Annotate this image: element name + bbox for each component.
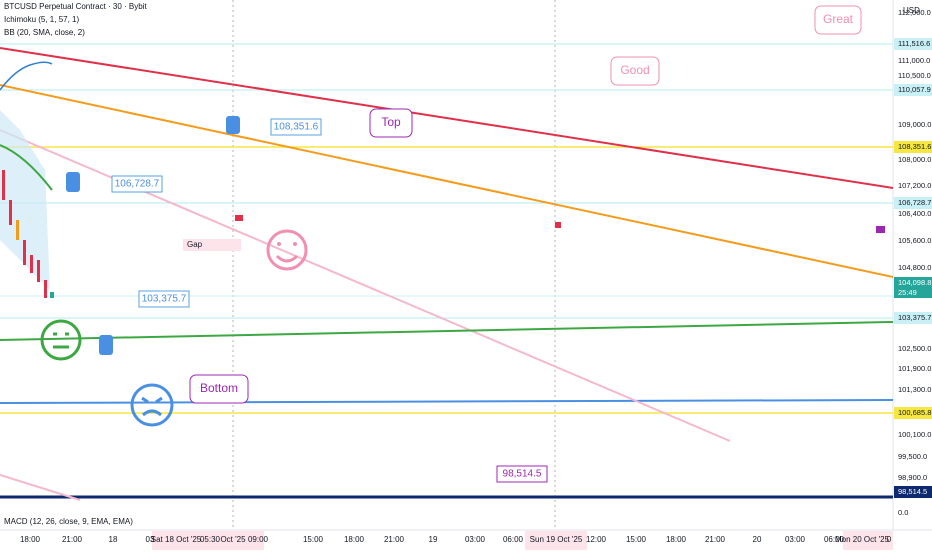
- time-label: 09:00: [248, 535, 269, 544]
- annotation: Great: [823, 12, 854, 26]
- trend-line: [0, 84, 894, 278]
- time-label: 18:00: [344, 535, 365, 544]
- time-label: Sun 19 Oct '25: [530, 535, 583, 544]
- time-highlight: [843, 531, 893, 550]
- annotation: Good: [620, 63, 649, 77]
- price-label: 100,685.8: [898, 408, 931, 417]
- price-label: 109,000.0: [898, 120, 931, 129]
- time-label: 21:00: [62, 535, 83, 544]
- annotation: Bottom: [200, 381, 238, 395]
- macd-label: MACD (12, 26, close, 9, EMA, EMA): [4, 517, 133, 526]
- price-label: 112,000.0: [898, 8, 931, 17]
- price-highlight: [894, 312, 932, 324]
- trend-line: [0, 321, 894, 341]
- price-label: 106,400.0: [898, 209, 931, 218]
- price-highlight: [894, 197, 932, 209]
- time-label: 03: [146, 535, 155, 544]
- flag: [876, 226, 885, 233]
- annotation: Top: [381, 115, 401, 129]
- currency: USD: [903, 6, 920, 15]
- time-label: Mon 20 Oct '25: [835, 535, 890, 544]
- price-label: 101,300.0: [898, 385, 931, 394]
- smiley: [40, 229, 308, 427]
- price-label: 108,000.0: [898, 155, 931, 164]
- time-label: 0: [887, 535, 892, 544]
- trend-line: [0, 474, 81, 501]
- levels: [0, 43, 894, 499]
- cloud: [0, 110, 50, 290]
- price-label: 98,900.0: [898, 473, 927, 482]
- callout: 103,375.7: [142, 294, 187, 305]
- price-label: 111,000.0: [898, 56, 930, 65]
- price-highlight: [894, 84, 932, 96]
- time-label: 03:00: [465, 535, 486, 544]
- price-highlight: [894, 407, 932, 419]
- time-highlight: [152, 531, 264, 550]
- time-label: Oct '25: [220, 535, 246, 544]
- flag: [555, 222, 561, 228]
- time-label: 18:00: [666, 535, 687, 544]
- price-label: 103,375.7: [898, 313, 931, 322]
- time-label: 15:00: [626, 535, 647, 544]
- price-label: 0.0: [898, 508, 908, 517]
- time-label: 20: [753, 535, 762, 544]
- time-highlight: [525, 531, 587, 550]
- price-label: 98,514.5: [898, 487, 927, 496]
- price-label: 105,600.0: [898, 236, 931, 245]
- callout: 108,351.6: [274, 122, 319, 133]
- price-label: 102,500.0: [898, 344, 931, 353]
- price-highlight: [894, 277, 932, 298]
- indicator: BB (20, SMA, close, 2): [4, 28, 85, 37]
- time-label: 12:00: [586, 535, 607, 544]
- time-label: 18: [109, 535, 118, 544]
- price-label: 110,500.0: [898, 71, 931, 80]
- time-label: 18:00: [20, 535, 41, 544]
- time-label: 15:00: [303, 535, 324, 544]
- price-label: 104,800.0: [898, 263, 931, 272]
- countdown: 25:49: [898, 288, 917, 297]
- bb-line: [0, 61, 53, 91]
- flag: [235, 215, 243, 221]
- indicator: Ichimoku (5, 1, 57, 1): [4, 15, 79, 24]
- time-label: 21:00: [384, 535, 405, 544]
- gap-box: [183, 239, 241, 251]
- callout: 106,728.7: [115, 179, 160, 190]
- price-label: 107,200.0: [898, 181, 931, 190]
- time-label: 19: [429, 535, 438, 544]
- price-highlight: [894, 38, 932, 50]
- time-label: 06:00: [503, 535, 524, 544]
- time-label: 06:00: [824, 535, 845, 544]
- price-label: 110,057.9: [898, 85, 931, 94]
- hand-icon: [66, 116, 240, 355]
- trend-line: [0, 47, 894, 189]
- callout: 98,514.5: [503, 469, 542, 480]
- price-label: 101,900.0: [898, 364, 931, 373]
- time-label: Sat 18 Oct '25: [151, 535, 202, 544]
- price-label: 108,351.6: [898, 142, 931, 151]
- symbol: BTCUSD Perpetual Contract · 30 · Bybit: [4, 2, 147, 11]
- annotation: Gap: [187, 240, 203, 249]
- callout-box: [111, 5, 862, 483]
- price-highlight: [894, 141, 932, 153]
- price-label: 106,728.7: [898, 198, 931, 207]
- price-label: 111,516.6: [898, 39, 930, 48]
- price-label: 100,100.0: [898, 430, 931, 439]
- price-label: 99,500.0: [898, 452, 927, 461]
- ichimoku-line: [0, 144, 53, 191]
- time-label: 21:00: [705, 535, 726, 544]
- price-highlight: [894, 486, 932, 498]
- time-label: 03:00: [785, 535, 806, 544]
- candles: [2, 170, 54, 298]
- price-label: 104,098.8: [898, 278, 931, 287]
- time-label: 05:30: [200, 535, 221, 544]
